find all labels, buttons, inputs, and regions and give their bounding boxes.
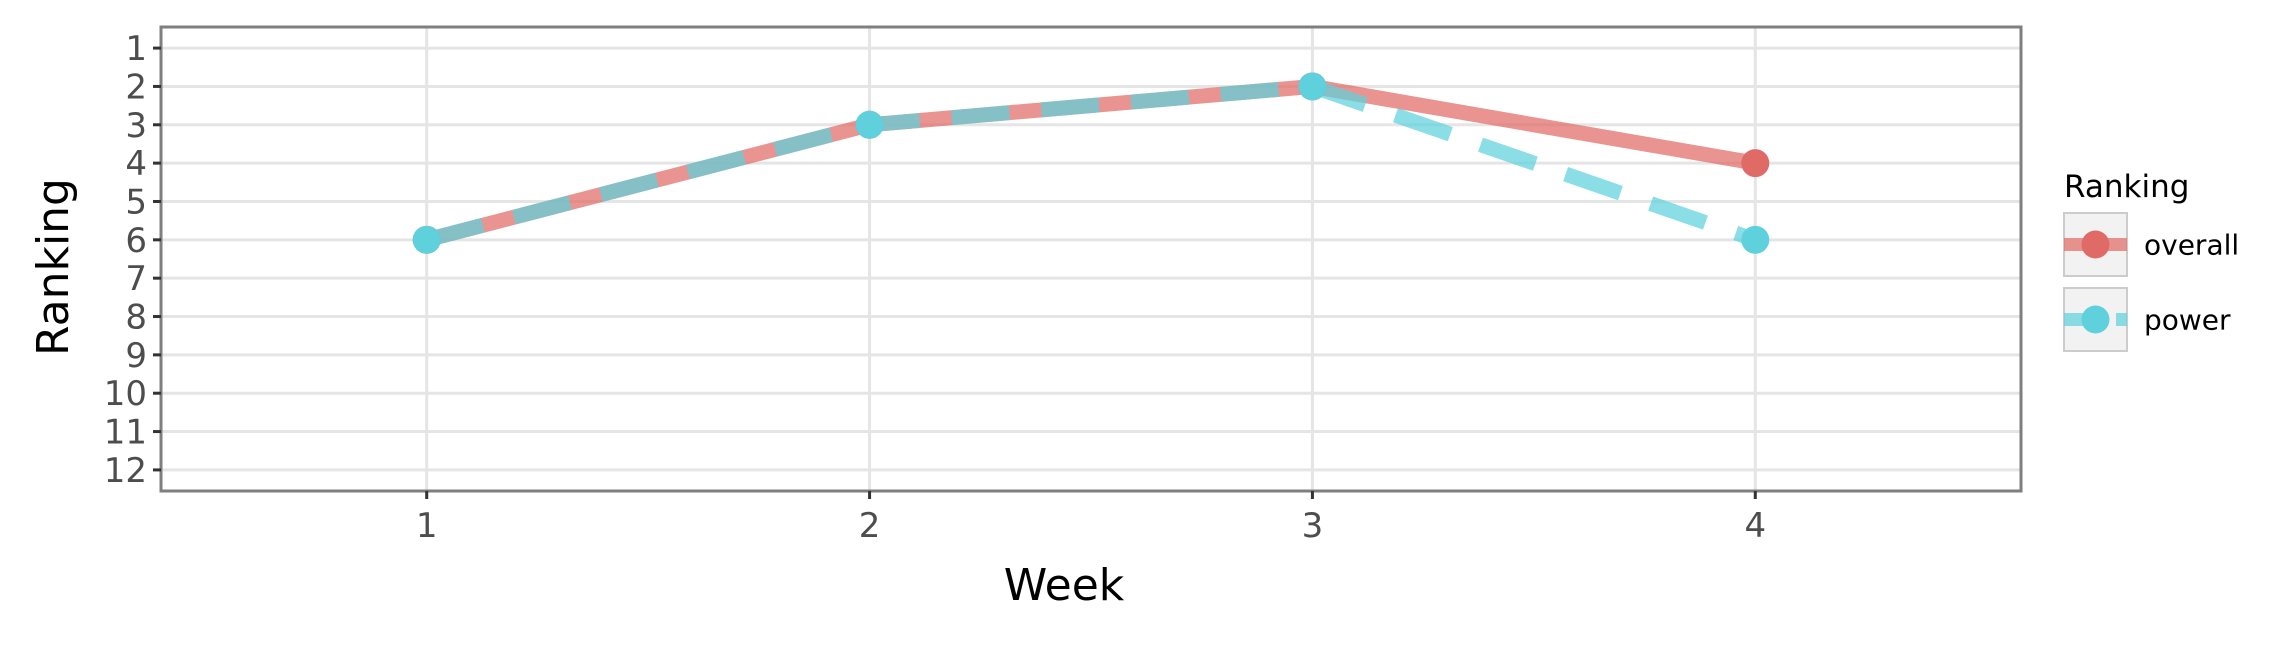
y-tick-label: 5 <box>125 182 147 222</box>
legend-item-overall: overall <box>2063 212 2239 277</box>
series-line-power <box>424 78 1758 248</box>
series-lines <box>424 78 1758 248</box>
data-point-power <box>412 225 441 254</box>
y-tick-label: 12 <box>104 451 147 491</box>
legend-title: Ranking <box>2064 169 2189 205</box>
y-tick-label: 6 <box>125 221 147 261</box>
x-tick-label: 2 <box>859 506 881 546</box>
data-point-power <box>855 110 884 139</box>
data-point-power <box>1741 225 1770 254</box>
x-tick-label: 1 <box>416 506 438 546</box>
y-tick-label: 10 <box>104 374 147 414</box>
y-tick-label: 1 <box>125 29 147 69</box>
data-points <box>412 72 1770 254</box>
legend-key-marker <box>2081 230 2110 259</box>
legend-key-marker <box>2081 305 2110 334</box>
y-tick-label: 2 <box>125 67 147 107</box>
legend-label-power: power <box>2144 304 2231 337</box>
y-tick-label: 3 <box>125 106 147 146</box>
data-point-overall <box>1741 149 1770 178</box>
y-tick-label: 9 <box>125 336 147 376</box>
plot-border <box>159 25 2023 493</box>
y-tick-label: 11 <box>104 413 147 453</box>
data-point-power <box>1298 72 1327 101</box>
grid-lines <box>161 27 2021 491</box>
y-tick-label: 7 <box>125 259 147 299</box>
legend-label-overall: overall <box>2144 229 2239 262</box>
axis-ticks <box>153 46 1757 499</box>
legend: Ranking overall power <box>2063 169 2239 352</box>
y-tick-label: 8 <box>125 298 147 338</box>
x-tick-label: 4 <box>1744 506 1766 546</box>
x-tick-label: 3 <box>1302 506 1324 546</box>
y-axis-title: Ranking <box>28 178 79 356</box>
y-tick-label: 4 <box>125 144 147 184</box>
x-axis-title: Week <box>1004 560 1125 611</box>
legend-item-power: power <box>2063 287 2231 352</box>
